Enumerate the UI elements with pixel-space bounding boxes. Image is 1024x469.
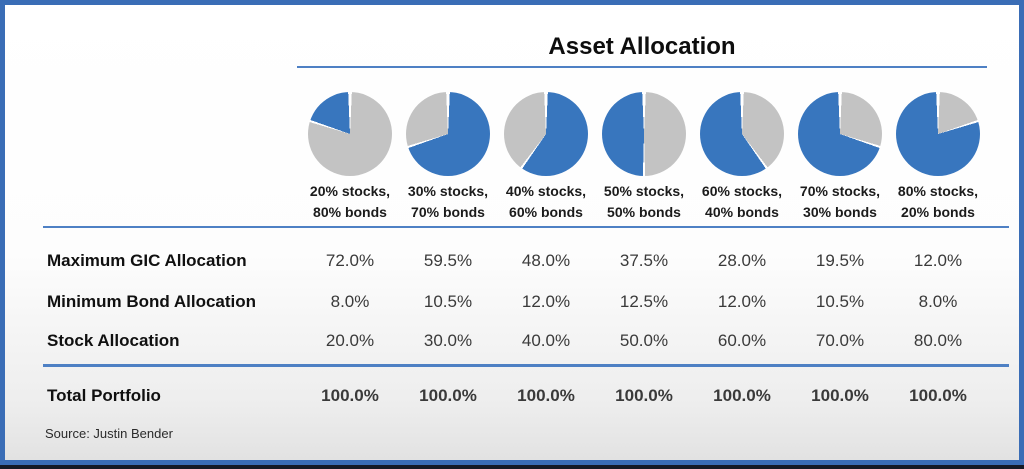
total-cell-value: 100.0% xyxy=(321,386,379,405)
chart-title: Asset Allocation xyxy=(548,33,736,60)
total-cell-value: 100.0% xyxy=(419,386,477,405)
cell-value: 8.0% xyxy=(918,292,958,311)
total-cell-value: 100.0% xyxy=(615,386,673,405)
cell-value: 48.0% xyxy=(521,251,571,270)
pie-label-stocks: 50% stocks, xyxy=(603,183,685,199)
pie-label-stocks: 30% stocks, xyxy=(407,183,489,199)
pie-chart xyxy=(406,92,490,176)
cell-value: 60.0% xyxy=(717,331,767,350)
table-row: Minimum Bond Allocation 8.0% 10.5% 12.0% 12.… xyxy=(43,291,987,313)
pie-chart-cell xyxy=(693,92,791,176)
pie-chart xyxy=(308,92,392,176)
pie-chart-cell xyxy=(399,92,497,176)
pie-label-stocks: 70% stocks, xyxy=(799,183,881,199)
pie-row xyxy=(43,91,987,177)
pie-chart-cell xyxy=(791,92,889,176)
source-note: Source: Justin Bender xyxy=(45,426,173,441)
cell-value: 12.5% xyxy=(619,292,669,311)
cell-value: 12.0% xyxy=(913,251,963,270)
pie-label: 40% stocks, 60% bonds xyxy=(497,181,595,223)
cell-value: 30.0% xyxy=(423,331,473,350)
pie-chart-cell xyxy=(595,92,693,176)
pie-label: 70% stocks, 30% bonds xyxy=(791,181,889,223)
cell-value: 20.0% xyxy=(325,331,375,350)
cell-value: 12.0% xyxy=(717,292,767,311)
pie-chart xyxy=(798,92,882,176)
cell-value: 10.5% xyxy=(815,292,865,311)
cell-value: 80.0% xyxy=(913,331,963,350)
pie-label-bonds: 50% bonds xyxy=(607,204,681,220)
cell-value: 59.5% xyxy=(423,251,473,270)
cell-value: 72.0% xyxy=(325,251,375,270)
table-mid-rule xyxy=(43,364,1009,367)
row-label: Maximum GIC Allocation xyxy=(47,251,247,270)
total-row-label: Total Portfolio xyxy=(47,386,161,405)
row-label: Minimum Bond Allocation xyxy=(47,292,257,311)
cell-value: 8.0% xyxy=(330,292,370,311)
table-row: Maximum GIC Allocation 72.0% 59.5% 48.0% 37.… xyxy=(43,250,987,272)
pie-label-row: 20% stocks, 80% bonds 30% stocks, 70% bonds… xyxy=(43,181,987,223)
title-underline xyxy=(297,66,987,68)
row-label: Stock Allocation xyxy=(47,331,180,350)
pie-label: 30% stocks, 70% bonds xyxy=(399,181,497,223)
pie-label: 20% stocks, 80% bonds xyxy=(301,181,399,223)
pie-label-bonds: 80% bonds xyxy=(313,204,387,220)
pie-label-stocks: 60% stocks, xyxy=(701,183,783,199)
total-cell-value: 100.0% xyxy=(517,386,575,405)
cell-value: 37.5% xyxy=(619,251,669,270)
pie-label-stocks: 20% stocks, xyxy=(309,183,391,199)
pie-chart xyxy=(602,92,686,176)
total-cell-value: 100.0% xyxy=(713,386,771,405)
cell-value: 19.5% xyxy=(815,251,865,270)
bottom-bar xyxy=(0,465,1024,469)
pie-label: 50% stocks, 50% bonds xyxy=(595,181,693,223)
pie-chart-cell xyxy=(889,92,987,176)
total-cell-value: 100.0% xyxy=(909,386,967,405)
pie-label-bonds: 60% bonds xyxy=(509,204,583,220)
pie-label-stocks: 40% stocks, xyxy=(505,183,587,199)
pie-chart xyxy=(700,92,784,176)
cell-value: 28.0% xyxy=(717,251,767,270)
pie-chart-cell xyxy=(301,92,399,176)
pie-chart xyxy=(504,92,588,176)
table-row: Stock Allocation 20.0% 30.0% 40.0% 50.0% 60.0… xyxy=(43,330,987,352)
pie-label-bonds: 20% bonds xyxy=(901,204,975,220)
total-cell-value: 100.0% xyxy=(811,386,869,405)
pie-chart-cell xyxy=(497,92,595,176)
pie-chart xyxy=(896,92,980,176)
cell-value: 40.0% xyxy=(521,331,571,350)
table-top-rule xyxy=(43,226,1009,228)
pie-label-bonds: 30% bonds xyxy=(803,204,877,220)
total-portfolio-row: Total Portfolio 100.0% 100.0% 100.0% 100.0%… xyxy=(43,384,987,408)
pie-label-bonds: 70% bonds xyxy=(411,204,485,220)
pie-label-bonds: 40% bonds xyxy=(705,204,779,220)
pie-label-stocks: 80% stocks, xyxy=(897,183,979,199)
cell-value: 10.5% xyxy=(423,292,473,311)
pie-label: 80% stocks, 20% bonds xyxy=(889,181,987,223)
cell-value: 12.0% xyxy=(521,292,571,311)
cell-value: 50.0% xyxy=(619,331,669,350)
pie-label: 60% stocks, 40% bonds xyxy=(693,181,791,223)
cell-value: 70.0% xyxy=(815,331,865,350)
